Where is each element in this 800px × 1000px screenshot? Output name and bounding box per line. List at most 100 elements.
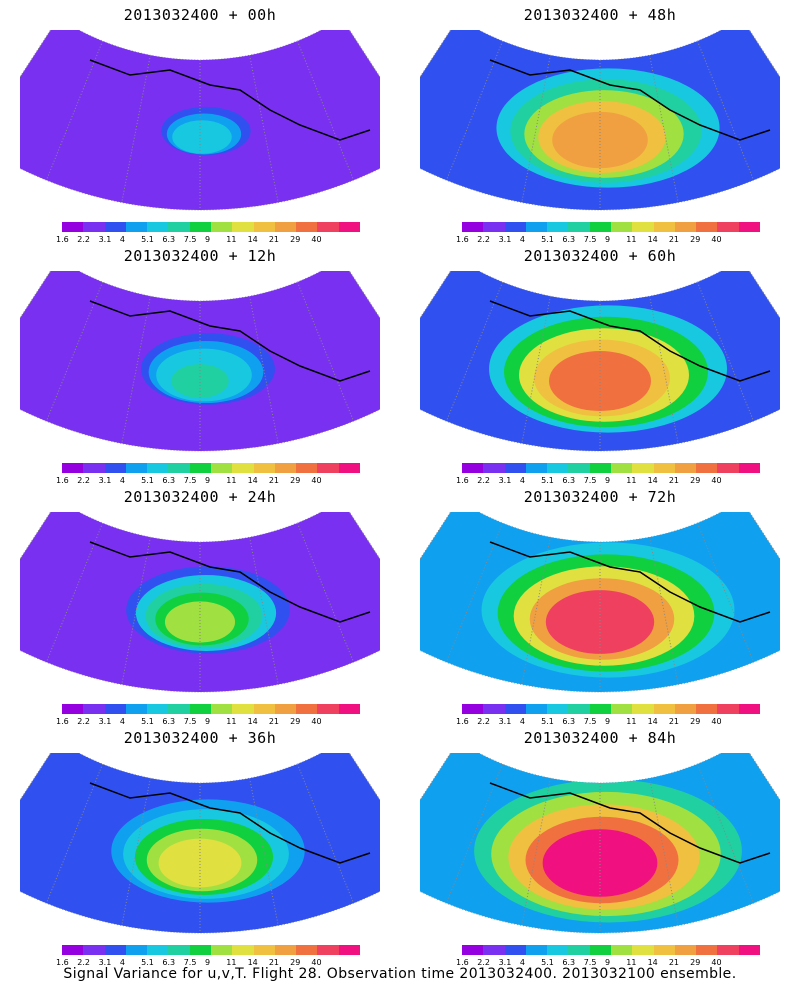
map-panel: 2013032400 + 12h 1.6 2.2 3.1 4 5.1 6.3 7.5 9 11 14… bbox=[0, 241, 400, 485]
colorbar-tick-label: 21 bbox=[668, 235, 680, 244]
coastline bbox=[489, 782, 771, 864]
coastline bbox=[489, 59, 771, 141]
colorbar-tick-label: 2.2 bbox=[77, 958, 91, 967]
colorbar-swatch bbox=[338, 463, 360, 473]
colorbar-tick-label: 4 bbox=[119, 476, 125, 485]
colorbar-swatch bbox=[696, 704, 718, 714]
colorbar-swatch bbox=[504, 704, 526, 714]
colorbar-swatch bbox=[317, 463, 339, 473]
colorbar-swatch bbox=[104, 704, 126, 714]
colorbar-swatch bbox=[147, 222, 169, 232]
colorbar-tick-label: 3.1 bbox=[98, 958, 112, 967]
colorbar-swatch bbox=[568, 463, 590, 473]
colorbar-tick-label: 29 bbox=[290, 958, 301, 967]
colorbar-swatch bbox=[274, 463, 297, 473]
colorbar-tick-label: 40 bbox=[711, 235, 722, 244]
variance-map bbox=[420, 30, 780, 211]
colorbar-swatch bbox=[653, 222, 675, 232]
graticule-line bbox=[20, 271, 52, 320]
colorbar-tick-label: 7.5 bbox=[183, 958, 197, 967]
colorbar-tick-label: 9 bbox=[605, 476, 611, 485]
variance-map bbox=[420, 271, 780, 452]
colorbar bbox=[62, 704, 360, 714]
colorbar-tick-label: 3.1 bbox=[98, 717, 112, 726]
colorbar-tick-label: 40 bbox=[311, 476, 322, 485]
colorbar-swatch bbox=[189, 463, 211, 473]
variance-contour bbox=[164, 601, 236, 643]
colorbar-swatch bbox=[696, 463, 718, 473]
colorbar-swatch bbox=[168, 945, 190, 955]
colorbar-tick-label: 9 bbox=[205, 235, 211, 244]
colorbar-swatch bbox=[589, 945, 611, 955]
colorbar-tick-label: 9 bbox=[605, 717, 611, 726]
map-panel: 2013032400 + 24h 1.6 2.2 3.1 4 5.1 6.3 7.5 9 11 14… bbox=[0, 482, 400, 726]
map-panel: 2013032400 + 00h 1.6 2.2 3.1 4 5.1 6.3 7.5 9 11 14… bbox=[0, 0, 400, 244]
colorbar-swatch bbox=[610, 463, 633, 473]
variance-field bbox=[420, 30, 780, 210]
colorbar-tick-label: 4 bbox=[519, 476, 525, 485]
map-panel: 2013032400 + 84h 1.6 2.2 3.1 4 5.1 6.3 7.5 9 11 14… bbox=[400, 723, 800, 967]
colorbar-swatch bbox=[232, 222, 254, 232]
colorbar-tick-label: 3.1 bbox=[498, 235, 512, 244]
colorbar-swatch bbox=[83, 945, 105, 955]
colorbar-tick-label: 5.1 bbox=[541, 476, 554, 485]
colorbar-swatch bbox=[232, 704, 254, 714]
graticule-line bbox=[121, 55, 151, 203]
colorbar-swatch bbox=[653, 463, 675, 473]
colorbar-swatch bbox=[653, 945, 675, 955]
variance-contour bbox=[549, 351, 651, 411]
colorbar-swatch bbox=[483, 222, 505, 232]
colorbar-swatch bbox=[253, 704, 275, 714]
colorbar-tick-label: 7.5 bbox=[183, 476, 197, 485]
colorbar-tick-label: 1.6 bbox=[456, 717, 469, 726]
colorbar-swatch bbox=[738, 222, 760, 232]
colorbar-tick-label: 5.1 bbox=[541, 235, 554, 244]
graticule-line bbox=[521, 55, 551, 203]
colorbar-swatch bbox=[210, 463, 233, 473]
colorbar-swatch bbox=[62, 222, 84, 232]
colorbar-swatch bbox=[125, 222, 148, 232]
colorbar-tick-label: 5.1 bbox=[541, 958, 554, 967]
colorbar-tick-label: 3.1 bbox=[98, 235, 112, 244]
colorbar-swatch bbox=[232, 463, 254, 473]
colorbar-tick-label: 11 bbox=[226, 717, 237, 726]
colorbar-swatch bbox=[232, 945, 254, 955]
colorbar-tick-label: 5.1 bbox=[141, 476, 154, 485]
colorbar-swatch bbox=[189, 704, 211, 714]
colorbar-tick-label: 2.2 bbox=[77, 717, 91, 726]
colorbar-swatch bbox=[147, 463, 169, 473]
colorbar-tick-label: 5.1 bbox=[141, 958, 154, 967]
colorbar-tick-label: 40 bbox=[711, 717, 722, 726]
colorbar-tick-label: 4 bbox=[519, 958, 525, 967]
coastline bbox=[89, 782, 371, 864]
graticule-line bbox=[445, 40, 504, 181]
colorbar-swatch bbox=[125, 463, 148, 473]
colorbar-tick-label: 2.2 bbox=[77, 235, 91, 244]
colorbar-swatch bbox=[274, 222, 297, 232]
colorbar-swatch bbox=[568, 945, 590, 955]
graticule-line bbox=[445, 281, 504, 422]
colorbar-swatch bbox=[83, 704, 105, 714]
colorbar-swatch bbox=[483, 704, 505, 714]
colorbar-swatch bbox=[504, 463, 526, 473]
colorbar-labels: 1.6 2.2 3.1 4 5.1 6.3 7.5 9 11 14 21 29 40 bbox=[452, 958, 772, 968]
colorbar-swatch bbox=[525, 945, 548, 955]
colorbar-swatch bbox=[189, 222, 211, 232]
colorbar-labels: 1.6 2.2 3.1 4 5.1 6.3 7.5 9 11 14 21 29 40 bbox=[452, 717, 772, 727]
colorbar-swatch bbox=[210, 704, 233, 714]
colorbar-swatch bbox=[317, 704, 339, 714]
colorbar-tick-label: 6.3 bbox=[162, 235, 176, 244]
colorbar-tick-label: 2.2 bbox=[477, 476, 491, 485]
coastline bbox=[489, 541, 771, 623]
colorbar-tick-label: 14 bbox=[647, 717, 658, 726]
colorbar-tick-label: 5.1 bbox=[141, 235, 154, 244]
colorbar-swatch bbox=[253, 945, 275, 955]
colorbar-swatch bbox=[253, 222, 275, 232]
colorbar-tick-label: 40 bbox=[311, 235, 322, 244]
colorbar-tick-label: 1.6 bbox=[56, 235, 69, 244]
colorbar-tick-label: 21 bbox=[268, 235, 280, 244]
colorbar-swatch bbox=[547, 463, 569, 473]
colorbar-tick-label: 2.2 bbox=[477, 717, 491, 726]
colorbar-tick-label: 2.2 bbox=[477, 958, 491, 967]
colorbar-swatch bbox=[462, 945, 484, 955]
